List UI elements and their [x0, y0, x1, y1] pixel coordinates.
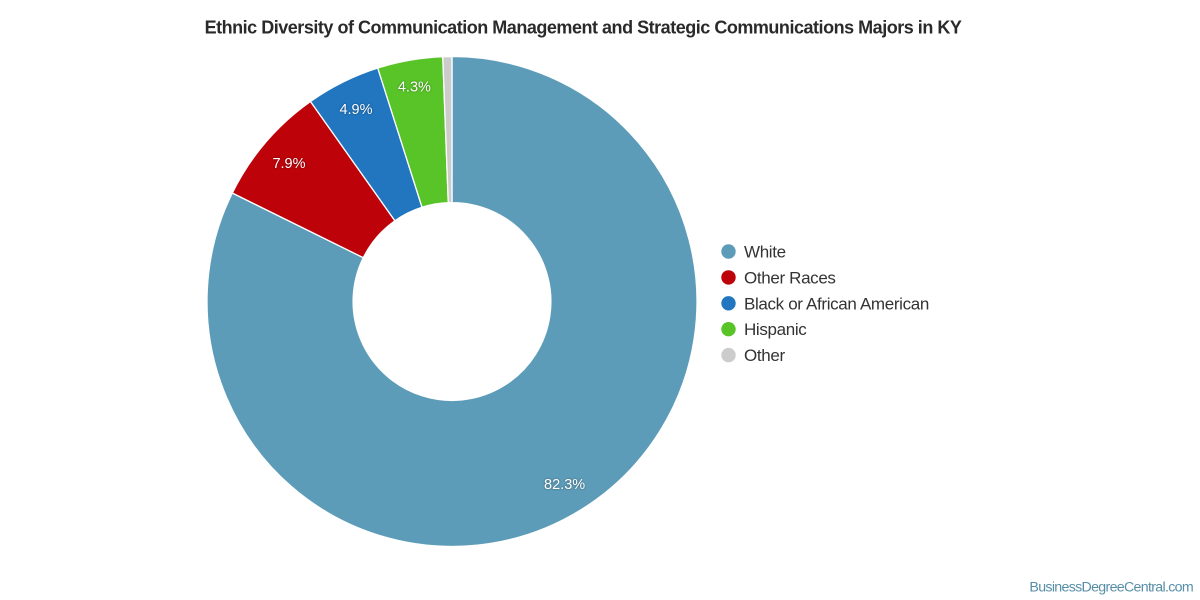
svg-text:7.9%: 7.9%: [272, 156, 305, 172]
svg-text:BusinessDegreeCentral.com: BusinessDegreeCentral.com: [1029, 580, 1193, 596]
svg-text:Other: Other: [744, 346, 785, 365]
svg-text:Other Races: Other Races: [744, 268, 836, 287]
svg-text:4.9%: 4.9%: [339, 102, 372, 118]
svg-text:4.3%: 4.3%: [398, 80, 431, 96]
svg-text:Black or African American: Black or African American: [744, 294, 929, 313]
svg-text:White: White: [744, 243, 786, 262]
svg-text:Ethnic Diversity of Communicat: Ethnic Diversity of Communication Manage…: [205, 18, 962, 38]
svg-text:Hispanic: Hispanic: [744, 320, 807, 339]
svg-text:82.3%: 82.3%: [544, 477, 585, 493]
